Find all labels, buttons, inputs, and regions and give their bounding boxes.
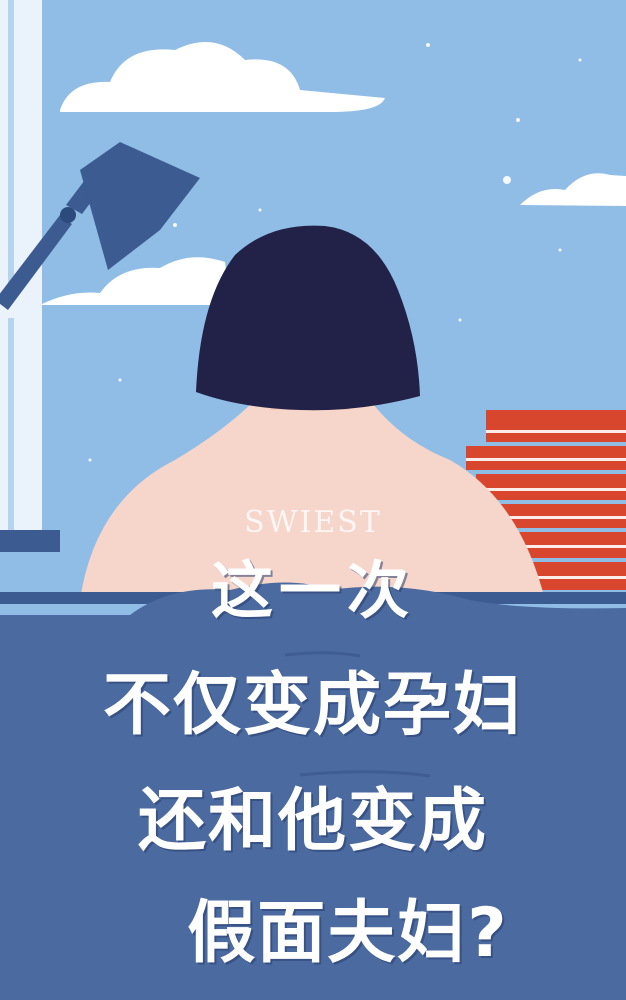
- cloud-middle: [40, 257, 230, 305]
- headline-line-3: 还和他变成: [137, 782, 488, 861]
- person-back: [80, 400, 545, 600]
- blanket: [0, 582, 626, 1000]
- headline-line-4: 假面夫妇?: [187, 894, 509, 973]
- headline-line-2: 不仅变成孕妇: [102, 666, 523, 745]
- desk-lamp: [0, 142, 200, 310]
- blanket-folds: [284, 651, 431, 778]
- window-sill: [0, 530, 60, 552]
- window-frame-inner: [8, 0, 14, 530]
- headline-line-1: 这一次: [210, 554, 415, 627]
- person-hair: [196, 225, 420, 411]
- cloud-right: [520, 173, 626, 206]
- brand-watermark: SWIEST: [244, 505, 382, 540]
- snow-flakes: [88, 43, 582, 462]
- cloud-top: [60, 42, 385, 112]
